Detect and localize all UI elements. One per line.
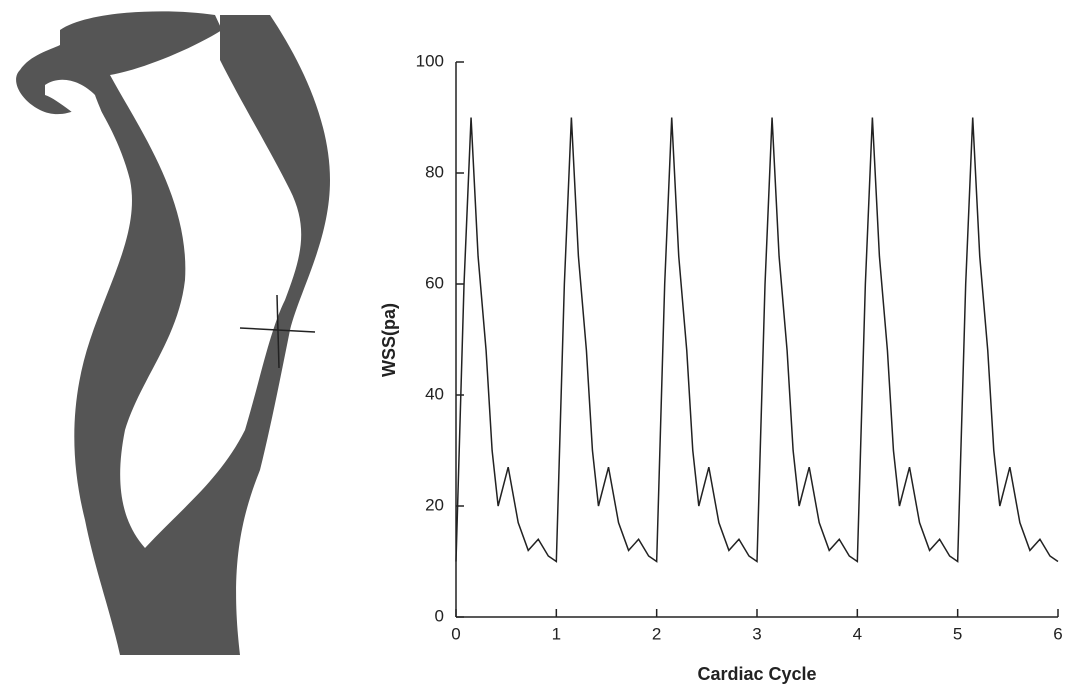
y-axis-title: WSS(pa) [379, 303, 399, 377]
y-tick-label: 60 [425, 273, 444, 292]
y-tick-label: 0 [435, 606, 444, 625]
y-tick-label: 80 [425, 162, 444, 181]
x-tick-label: 2 [652, 624, 661, 643]
data-line [455, 117, 1059, 563]
vessel-loop [45, 79, 105, 130]
x-tick-label: 5 [953, 624, 962, 643]
marker [276, 294, 280, 369]
y-tick-label: 40 [425, 384, 444, 403]
x-axis-title: Cardiac Cycle [697, 664, 816, 684]
x-tick-label: 3 [752, 624, 761, 643]
x-tick-label: 4 [853, 624, 862, 643]
y-tick-label: 20 [425, 495, 444, 514]
x-tick-label: 0 [451, 624, 460, 643]
x-tick-label: 1 [552, 624, 561, 643]
vessel-render [16, 11, 330, 656]
y-tick-label: 100 [416, 51, 444, 70]
vessel [16, 11, 330, 656]
x-tick-label: 6 [1053, 624, 1062, 643]
